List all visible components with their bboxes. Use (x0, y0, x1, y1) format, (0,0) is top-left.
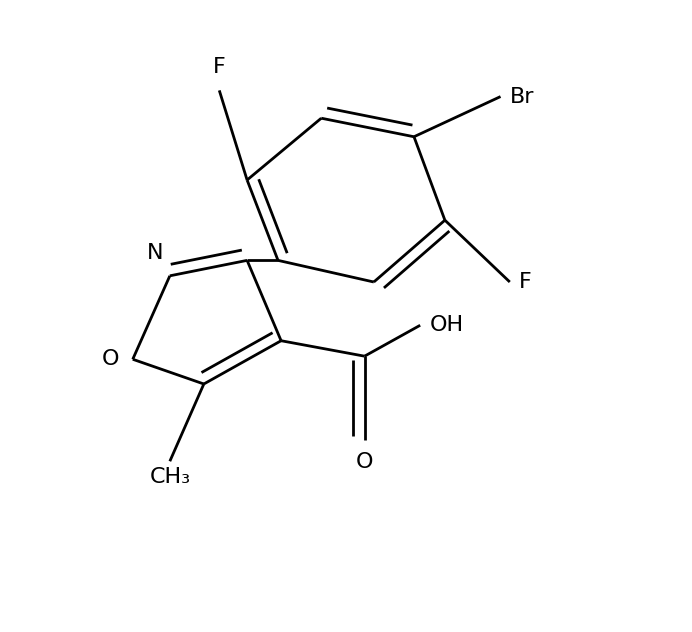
Text: OH: OH (430, 315, 464, 335)
Text: F: F (519, 272, 532, 292)
Text: O: O (102, 349, 119, 369)
Text: CH₃: CH₃ (149, 468, 190, 487)
Text: O: O (356, 452, 373, 472)
Text: N: N (147, 243, 163, 264)
Text: Br: Br (510, 87, 534, 107)
Text: F: F (213, 57, 226, 77)
